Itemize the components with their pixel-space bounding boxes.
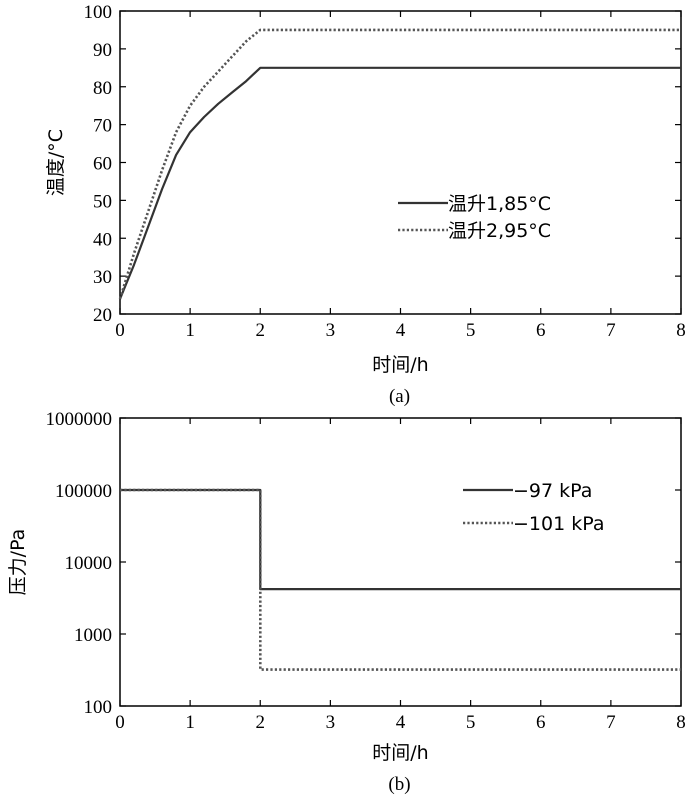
y-tick-label: 100 — [84, 697, 113, 718]
y-tick-label: 90 — [93, 40, 112, 61]
x-tick-label: 7 — [606, 320, 616, 341]
x-tick-label: 3 — [326, 320, 336, 341]
y-tick-label: 1000000 — [46, 409, 113, 430]
y-tick-label: 20 — [93, 305, 112, 326]
x-tick-label: 0 — [115, 712, 125, 733]
x-tick-label: 5 — [466, 712, 476, 733]
x-tick-label: 8 — [676, 320, 686, 341]
legend-pressure: −97 kPa −101 kPa — [463, 480, 604, 535]
y-tick-label: 1000 — [74, 625, 112, 646]
plot-frame-pressure — [119, 417, 682, 707]
series-line-2 — [118, 28, 681, 300]
plot-frame-temperature — [119, 10, 682, 315]
y-tick-label: 100 — [84, 2, 113, 23]
series-line-1 — [120, 488, 681, 591]
x-axis-ticks-pressure: 0 1 2 3 4 5 6 7 8 — [115, 418, 686, 733]
x-tick-label: 8 — [676, 712, 686, 733]
y-tick-label: 60 — [93, 154, 112, 175]
x-tick-label: 1 — [185, 712, 195, 733]
y-tick-label: 70 — [93, 116, 112, 137]
legend-temperature: 温升1,85°C 温升2,95°C — [398, 193, 551, 242]
x-tick-label: 7 — [606, 712, 616, 733]
x-tick-label: 6 — [536, 320, 546, 341]
panel-label-b: (b) — [388, 774, 410, 795]
x-axis-title-pressure: 时间/h — [372, 742, 428, 764]
y-tick-label: 80 — [93, 78, 112, 99]
x-tick-label: 4 — [396, 712, 406, 733]
x-axis-ticks-temperature: 0 1 2 3 4 5 6 7 8 — [115, 11, 686, 341]
x-tick-label: 5 — [466, 320, 476, 341]
x-tick-label: 3 — [326, 712, 336, 733]
x-tick-label: 0 — [115, 320, 125, 341]
panel-label-a: (a) — [389, 386, 410, 407]
y-tick-label: 10000 — [65, 553, 113, 574]
series-group-temperature — [118, 28, 681, 300]
legend-label-2: 温升2,95°C — [448, 220, 551, 242]
y-axis-ticks-temperature: 20 30 40 50 60 70 80 90 100 — [84, 2, 681, 326]
y-axis-title-temperature: 温度/°C — [45, 129, 67, 196]
series-line-1 — [118, 66, 681, 300]
y-tick-label: 30 — [93, 267, 112, 288]
x-axis-title-temperature: 时间/h — [372, 354, 428, 376]
legend-label-2: −101 kPa — [513, 513, 604, 535]
x-tick-label: 4 — [396, 320, 406, 341]
y-tick-label: 40 — [93, 229, 112, 250]
x-tick-label: 2 — [256, 712, 266, 733]
chart-panel-pressure: 0 1 2 3 4 5 6 7 8 100 1000 10000 100000 1000000 −97 … — [7, 409, 686, 795]
series-group-pressure — [120, 488, 681, 671]
y-tick-label: 50 — [93, 191, 112, 212]
x-tick-label: 2 — [256, 320, 266, 341]
y-tick-label: 100000 — [55, 481, 112, 502]
y-axis-title-pressure: 压力/Pa — [7, 529, 29, 596]
legend-label-1: −97 kPa — [513, 480, 592, 502]
x-tick-label: 1 — [185, 320, 195, 341]
x-tick-label: 6 — [536, 712, 546, 733]
legend-label-1: 温升1,85°C — [448, 193, 551, 215]
series-line-2 — [120, 488, 681, 671]
y-axis-ticks-pressure: 100 1000 10000 100000 1000000 — [46, 409, 681, 718]
